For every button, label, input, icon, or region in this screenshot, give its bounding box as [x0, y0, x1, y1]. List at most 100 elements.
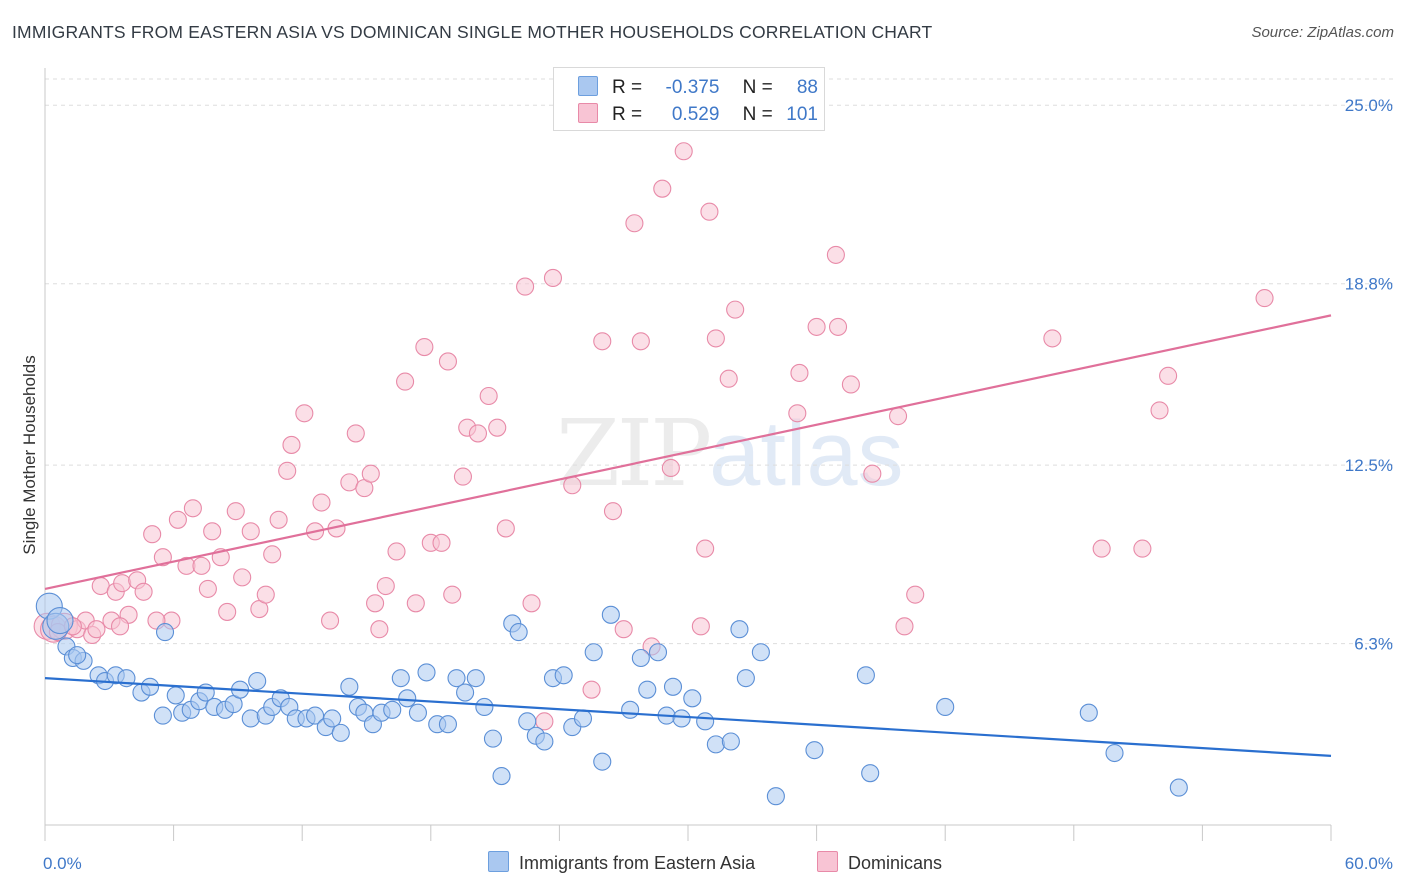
data-point-immigrants: [68, 646, 87, 665]
x-tick-label: 60.0%: [1345, 854, 1393, 873]
data-point-immigrants: [573, 709, 593, 728]
data-point-immigrants: [736, 669, 755, 688]
data-point-immigrants: [601, 605, 620, 624]
y-tick-label: 12.5%: [1345, 456, 1393, 475]
data-point-dominicans: [443, 585, 462, 604]
data-point-dominicans: [719, 369, 738, 388]
data-point-immigrants: [408, 703, 427, 722]
data-point-immigrants: [535, 732, 554, 751]
correlation-legend: R = -0.375 N = 88 R = 0.529 N = 101: [553, 67, 825, 131]
legend-r-label: R =: [612, 104, 643, 125]
data-point-dominicans: [113, 574, 132, 593]
data-point-immigrants: [438, 715, 457, 734]
data-point-immigrants: [648, 643, 668, 662]
data-point-immigrants: [631, 648, 650, 668]
data-point-dominicans: [87, 620, 106, 639]
data-point-immigrants: [518, 712, 537, 731]
data-point-dominicans: [340, 473, 359, 492]
data-point-dominicans: [453, 467, 473, 486]
data-point-dominicans: [1255, 289, 1274, 308]
data-point-immigrants: [248, 671, 267, 691]
legend-n-label: N =: [742, 77, 773, 98]
legend-swatch-pink: [578, 103, 598, 123]
data-point-dominicans: [396, 372, 415, 391]
data-point-dominicans: [863, 464, 882, 483]
data-point-dominicans: [203, 522, 222, 541]
data-point-dominicans: [625, 214, 644, 233]
data-point-immigrants: [672, 709, 691, 728]
trend-line-immigrants: [44, 677, 1332, 757]
data-point-immigrants: [306, 706, 325, 725]
data-point-dominicans: [198, 579, 217, 598]
data-point-immigrants: [730, 620, 749, 639]
data-point-dominicans: [321, 611, 340, 630]
trend-line-dominicans: [44, 314, 1332, 590]
bottom-legend-swatch-pink: [817, 851, 838, 872]
data-point-dominicans: [516, 277, 535, 296]
data-point-immigrants: [593, 752, 612, 771]
data-point-immigrants: [683, 689, 702, 708]
data-point-immigrants: [1105, 743, 1124, 763]
legend-n-value: 88: [796, 77, 818, 98]
watermark-atlas: atlas: [709, 403, 904, 505]
bottom-legend-swatch-blue: [488, 851, 509, 872]
legend-swatch-blue: [578, 76, 598, 96]
data-point-immigrants: [323, 709, 342, 728]
data-point-dominicans: [295, 404, 314, 423]
data-point-immigrants: [46, 607, 74, 635]
data-point-dominicans: [614, 620, 633, 639]
data-point-dominicans: [432, 533, 451, 552]
bottom-legend-label: Immigrants from Eastern Asia: [519, 853, 756, 873]
data-point-dominicans: [1150, 401, 1169, 420]
data-point-dominicans: [674, 142, 693, 161]
data-point-dominicans: [706, 329, 725, 348]
data-point-dominicans: [406, 594, 425, 613]
data-point-immigrants: [417, 663, 436, 682]
data-point-immigrants: [155, 623, 175, 642]
bottom-legend-item-dominicans: Dominicans: [817, 851, 942, 877]
data-point-immigrants: [340, 677, 359, 696]
legend-r-value: -0.375: [665, 77, 720, 98]
data-point-dominicans: [282, 435, 301, 454]
legend-row-pink: R = 0.529 N = 101: [578, 103, 818, 127]
data-point-dominicans: [841, 375, 860, 394]
data-point-immigrants: [398, 689, 417, 708]
data-point-immigrants: [509, 623, 528, 642]
data-point-immigrants: [241, 709, 260, 728]
data-point-immigrants: [456, 683, 475, 702]
data-point-dominicans: [361, 464, 380, 483]
data-point-dominicans: [563, 476, 582, 495]
data-point-immigrants: [554, 666, 573, 685]
data-point-dominicans: [888, 407, 908, 426]
data-point-immigrants: [861, 764, 880, 783]
data-point-dominicans: [691, 617, 710, 636]
data-point-dominicans: [269, 510, 288, 529]
data-point-dominicans: [488, 418, 507, 437]
chart-title: IMMIGRANTS FROM EASTERN ASIA VS DOMINICA…: [12, 22, 933, 42]
legend-r-label: R =: [612, 77, 643, 98]
y-tick-label: 6.3%: [1354, 635, 1393, 654]
data-point-dominicans: [218, 602, 237, 621]
data-point-immigrants: [492, 767, 511, 786]
legend-row-blue: R = -0.375 N = 88: [578, 76, 818, 100]
data-point-immigrants: [766, 787, 785, 806]
y-tick-label: 25.0%: [1345, 96, 1393, 115]
data-point-dominicans: [1133, 539, 1152, 558]
data-point-dominicans: [631, 332, 650, 351]
data-point-immigrants: [751, 643, 770, 662]
data-point-dominicans: [110, 617, 130, 636]
data-point-dominicans: [496, 519, 515, 538]
data-point-immigrants: [805, 741, 824, 760]
data-point-dominicans: [790, 363, 809, 383]
data-point-dominicans: [387, 542, 406, 561]
data-point-dominicans: [1159, 366, 1178, 385]
data-point-dominicans: [263, 545, 282, 564]
data-point-dominicans: [700, 202, 719, 221]
data-point-dominicans: [788, 404, 807, 423]
data-point-immigrants: [483, 729, 503, 748]
data-point-immigrants: [936, 697, 955, 717]
data-point-immigrants: [638, 680, 657, 699]
data-point-dominicans: [233, 568, 252, 587]
data-point-dominicans: [603, 502, 623, 521]
